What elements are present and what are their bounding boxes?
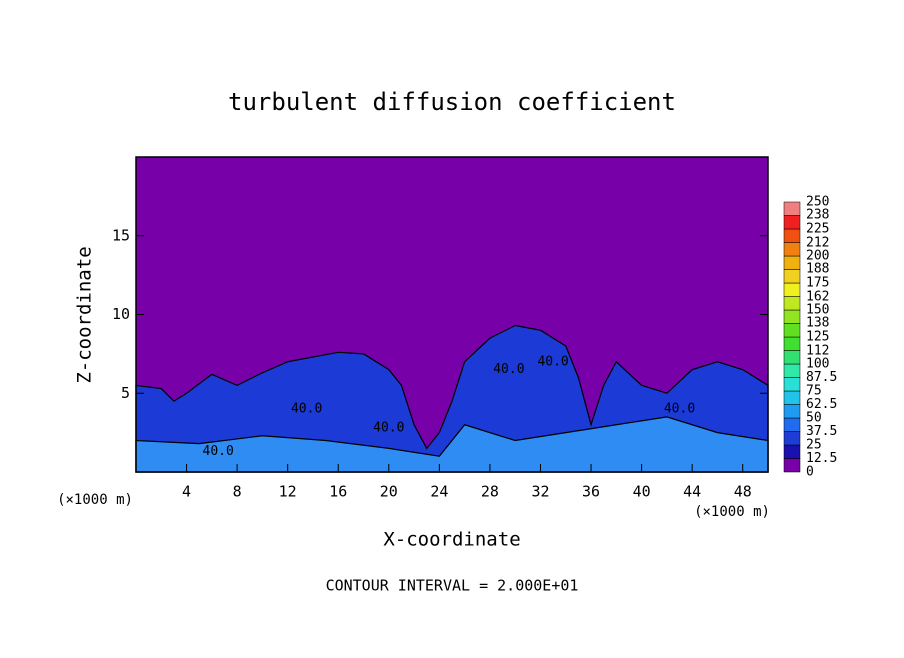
contour-label: 40.0 (664, 402, 695, 417)
colorbar-swatch (783, 350, 801, 365)
x-tick-label: 24 (430, 483, 448, 501)
colorbar-swatch (783, 336, 801, 351)
colorbar-swatch (783, 282, 801, 297)
colorbar-swatch (783, 296, 801, 311)
colorbar-swatch (783, 390, 801, 405)
colorbar-label: 188 (806, 261, 829, 276)
colorbar-label: 200 (806, 249, 829, 264)
x-tick-label: 40 (633, 483, 651, 501)
x-tick-label: 36 (582, 483, 600, 501)
colorbar-swatch (783, 444, 801, 459)
x-tick-label: 48 (734, 483, 752, 501)
x-unit: (×1000 m) (694, 504, 770, 520)
colorbar-label: 25 (806, 438, 822, 453)
x-tick-label: 44 (683, 483, 701, 501)
colorbar-label: 62.5 (806, 397, 837, 412)
colorbar-swatch (783, 458, 801, 473)
colorbar-label: 37.5 (806, 424, 837, 439)
colorbar-swatch (783, 215, 801, 230)
colorbar-label: 75 (806, 384, 822, 399)
y-tick-label: 10 (112, 305, 130, 323)
colorbar-swatch (783, 363, 801, 378)
colorbar-swatch (783, 377, 801, 392)
colorbar-swatch (783, 269, 801, 284)
contour-label: 40.0 (203, 444, 234, 459)
colorbar-label: 125 (806, 330, 829, 345)
footer-note: CONTOUR INTERVAL = 2.000E+01 (326, 577, 579, 595)
y-tick-label: 5 (121, 384, 130, 402)
x-tick-label: 20 (380, 483, 398, 501)
colorbar-label: 175 (806, 276, 829, 291)
x-axis-label: X-coordinate (383, 529, 520, 551)
contour-label: 40.0 (493, 362, 524, 377)
colorbar-swatch (783, 431, 801, 446)
colorbar-label: 100 (806, 357, 829, 372)
colorbar-label: 150 (806, 303, 829, 318)
x-tick-label: 12 (279, 483, 297, 501)
colorbar-swatch (783, 417, 801, 432)
colorbar-swatch (783, 201, 801, 216)
chart-title: turbulent diffusion coefficient (228, 88, 676, 116)
colorbar-label: 238 (806, 207, 829, 222)
colorbar-label: 87.5 (806, 370, 837, 385)
colorbar-swatch (783, 228, 801, 243)
contour-label: 40.0 (373, 420, 404, 435)
colorbar-label: 50 (806, 411, 822, 426)
x-tick-label: 16 (329, 483, 347, 501)
colorbar-swatch (783, 404, 801, 419)
contour-label: 40.0 (291, 402, 322, 417)
x-tick-label: 28 (481, 483, 499, 501)
contour-label: 40.0 (537, 354, 568, 369)
field-layer (135, 416, 769, 473)
colorbar-label: 0 (806, 465, 814, 480)
x-tick-label: 4 (182, 483, 191, 501)
x-tick-label: 8 (233, 483, 242, 501)
colorbar-label: 250 (806, 195, 829, 210)
colorbar-label: 138 (806, 315, 829, 330)
x-unit: (×1000 m) (57, 492, 133, 508)
y-axis-label: Z-coordinate (74, 246, 96, 383)
colorbar-label: 212 (806, 236, 829, 251)
colorbar-label: 12.5 (806, 451, 837, 466)
colorbar-swatch (783, 323, 801, 338)
colorbar-swatch (783, 255, 801, 270)
colorbar-swatch (783, 242, 801, 257)
y-tick-label: 15 (112, 226, 130, 244)
colorbar-label: 112 (806, 344, 829, 359)
x-tick-label: 32 (531, 483, 549, 501)
colorbar-swatch (783, 309, 801, 324)
colorbar-label: 162 (806, 290, 829, 305)
colorbar-label: 225 (806, 222, 829, 237)
